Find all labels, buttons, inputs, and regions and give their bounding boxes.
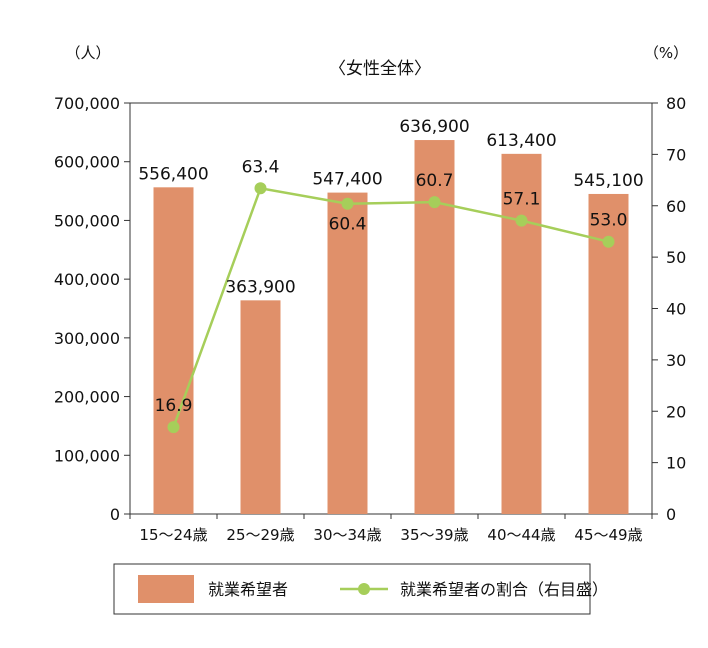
bar-value-label: 636,900	[399, 117, 469, 137]
category-label: 45～49歳	[574, 526, 642, 544]
right-tick-label: 50	[666, 248, 686, 267]
left-tick-label: 200,000	[54, 388, 120, 407]
bar-value-label: 363,900	[225, 277, 295, 297]
bar-value-label: 613,400	[486, 131, 556, 151]
ratio-point-5	[515, 214, 528, 227]
legend-bar-swatch	[138, 575, 194, 603]
ratio-value-label: 16.9	[155, 396, 193, 416]
bar-5	[501, 153, 542, 515]
category-label: 40～44歳	[487, 526, 555, 544]
ratio-point-6	[602, 235, 615, 248]
bar-value-label: 547,400	[312, 170, 382, 190]
left-tick-label: 500,000	[54, 211, 120, 230]
ratio-value-label: 60.7	[416, 171, 454, 191]
category-label: 35～39歳	[400, 526, 468, 544]
ratio-point-1	[167, 421, 180, 434]
left-axis-unit: （人）	[65, 44, 110, 62]
bar-3	[327, 192, 368, 514]
legend-bar-label: 就業希望者	[208, 580, 288, 599]
category-label: 25～29歳	[226, 526, 294, 544]
bar-value-label: 545,100	[573, 171, 643, 191]
ratio-value-label: 63.4	[242, 157, 280, 177]
ratio-point-4	[428, 196, 441, 209]
right-tick-label: 10	[666, 454, 686, 473]
bar-4	[414, 140, 455, 515]
bar-value-label: 556,400	[138, 164, 208, 184]
legend: 就業希望者 就業希望者の割合（右目盛）	[113, 563, 608, 615]
left-tick-label: 0	[110, 505, 120, 524]
ratio-point-2	[254, 182, 267, 195]
ratio-value-label: 53.0	[590, 211, 628, 231]
data-labels: 556,400 363,900 547,400 636,900 613,400 545,1…	[138, 117, 643, 416]
ratio-value-label: 57.1	[503, 190, 541, 210]
ratio-line	[172, 186, 609, 428]
left-tick-label: 100,000	[54, 446, 120, 465]
left-tick-label: 600,000	[54, 153, 120, 172]
chart-title: 〈女性全体〉	[329, 59, 431, 79]
left-tick-label: 300,000	[54, 329, 120, 348]
category-label: 30～34歳	[313, 526, 381, 544]
right-tick-label: 40	[666, 300, 686, 319]
bar-1	[153, 187, 194, 514]
legend-line-label: 就業希望者の割合（右目盛）	[400, 580, 608, 599]
line-series	[167, 182, 615, 434]
right-tick-label: 30	[666, 351, 686, 370]
ratio-point-3	[341, 197, 354, 210]
right-tick-label: 80	[666, 94, 686, 113]
category-label: 15～24歳	[139, 526, 207, 544]
right-axis-unit: （%）	[644, 44, 688, 62]
axes: 0 100,000 200,000 300,000 400,000 500,000 600,…	[54, 94, 687, 544]
left-tick-label: 400,000	[54, 270, 120, 289]
ratio-value-label: 60.4	[329, 215, 367, 235]
right-tick-label: 60	[666, 197, 686, 216]
left-tick-label: 700,000	[54, 94, 120, 113]
right-tick-label: 70	[666, 145, 686, 164]
right-tick-label: 20	[666, 402, 686, 421]
right-tick-label: 0	[666, 505, 676, 524]
legend-line-marker	[358, 583, 370, 595]
bar-2	[240, 300, 281, 514]
